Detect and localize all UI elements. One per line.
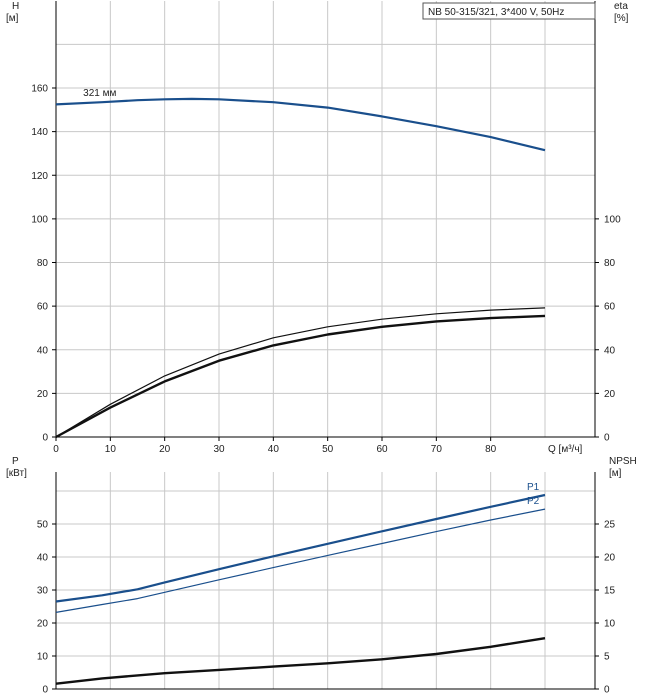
right-tick-label: 80 [604,258,616,269]
series-line-bottom-2 [55,637,546,685]
x-tick-label: 0 [53,444,59,455]
right-tick-label: 5 [604,652,610,663]
x-tick-label: 80 [485,444,497,455]
x-tick-label: 10 [105,444,117,455]
x-axis-label: Q [м³/ч] [548,444,583,455]
left-tick-label: 0 [42,685,48,696]
right-tick-label: 0 [604,685,610,696]
x-tick-label: 30 [213,444,225,455]
left-axis-title: [м] [6,13,19,24]
right-tick-label: 25 [604,520,616,531]
right-axis-title: eta [614,1,628,12]
left-axis-title: [кВт] [6,468,27,479]
right-axis-title: [м] [609,468,622,479]
x-tick-label: 70 [431,444,443,455]
right-tick-label: 20 [604,389,616,400]
left-axis-title: P [12,456,19,467]
x-tick-label: 20 [159,444,171,455]
left-tick-label: 30 [37,586,49,597]
left-tick-label: 40 [37,345,49,356]
series-label: P1 [527,482,540,493]
series-line-top-2 [55,314,546,439]
x-tick-label: 50 [322,444,334,455]
left-tick-label: 80 [37,258,49,269]
left-tick-label: 50 [37,520,49,531]
series-line-p1 [55,493,546,603]
series-layer [55,97,546,685]
right-axis-title: NPSH [609,456,637,467]
grid-layer [55,1,595,690]
right-tick-label: 10 [604,619,616,630]
right-tick-label: 60 [604,302,616,313]
right-axis-title: [%] [614,13,629,24]
model-label-box: NB 50-315/321, 3*400 V, 50Hz [422,2,596,20]
series-line-top-1 [55,307,546,438]
model-label: NB 50-315/321, 3*400 V, 50Hz [428,7,564,18]
left-tick-label: 160 [31,84,48,95]
series-line-p2 [55,508,546,613]
right-tick-label: 20 [604,553,616,564]
axes-layer [52,1,599,690]
series-label: P2 [527,496,540,507]
right-tick-label: 15 [604,586,616,597]
left-tick-label: 40 [37,553,49,564]
model-label-frame [422,2,596,20]
right-tick-label: 40 [604,345,616,356]
left-tick-label: 100 [31,214,48,225]
left-tick-label: 140 [31,127,48,138]
left-tick-label: 120 [31,171,48,182]
left-axis-title: H [12,1,19,12]
right-tick-label: 0 [604,433,610,444]
x-tick-label: 40 [268,444,280,455]
x-tick-label: 60 [376,444,388,455]
left-tick-label: 0 [42,433,48,444]
left-tick-label: 20 [37,389,49,400]
left-tick-label: 10 [37,652,49,663]
left-tick-label: 20 [37,619,49,630]
curve-annotation: 321 мм [83,88,116,99]
right-tick-label: 100 [604,214,621,225]
series-line-top-0 [55,97,546,152]
left-tick-label: 60 [37,302,49,313]
